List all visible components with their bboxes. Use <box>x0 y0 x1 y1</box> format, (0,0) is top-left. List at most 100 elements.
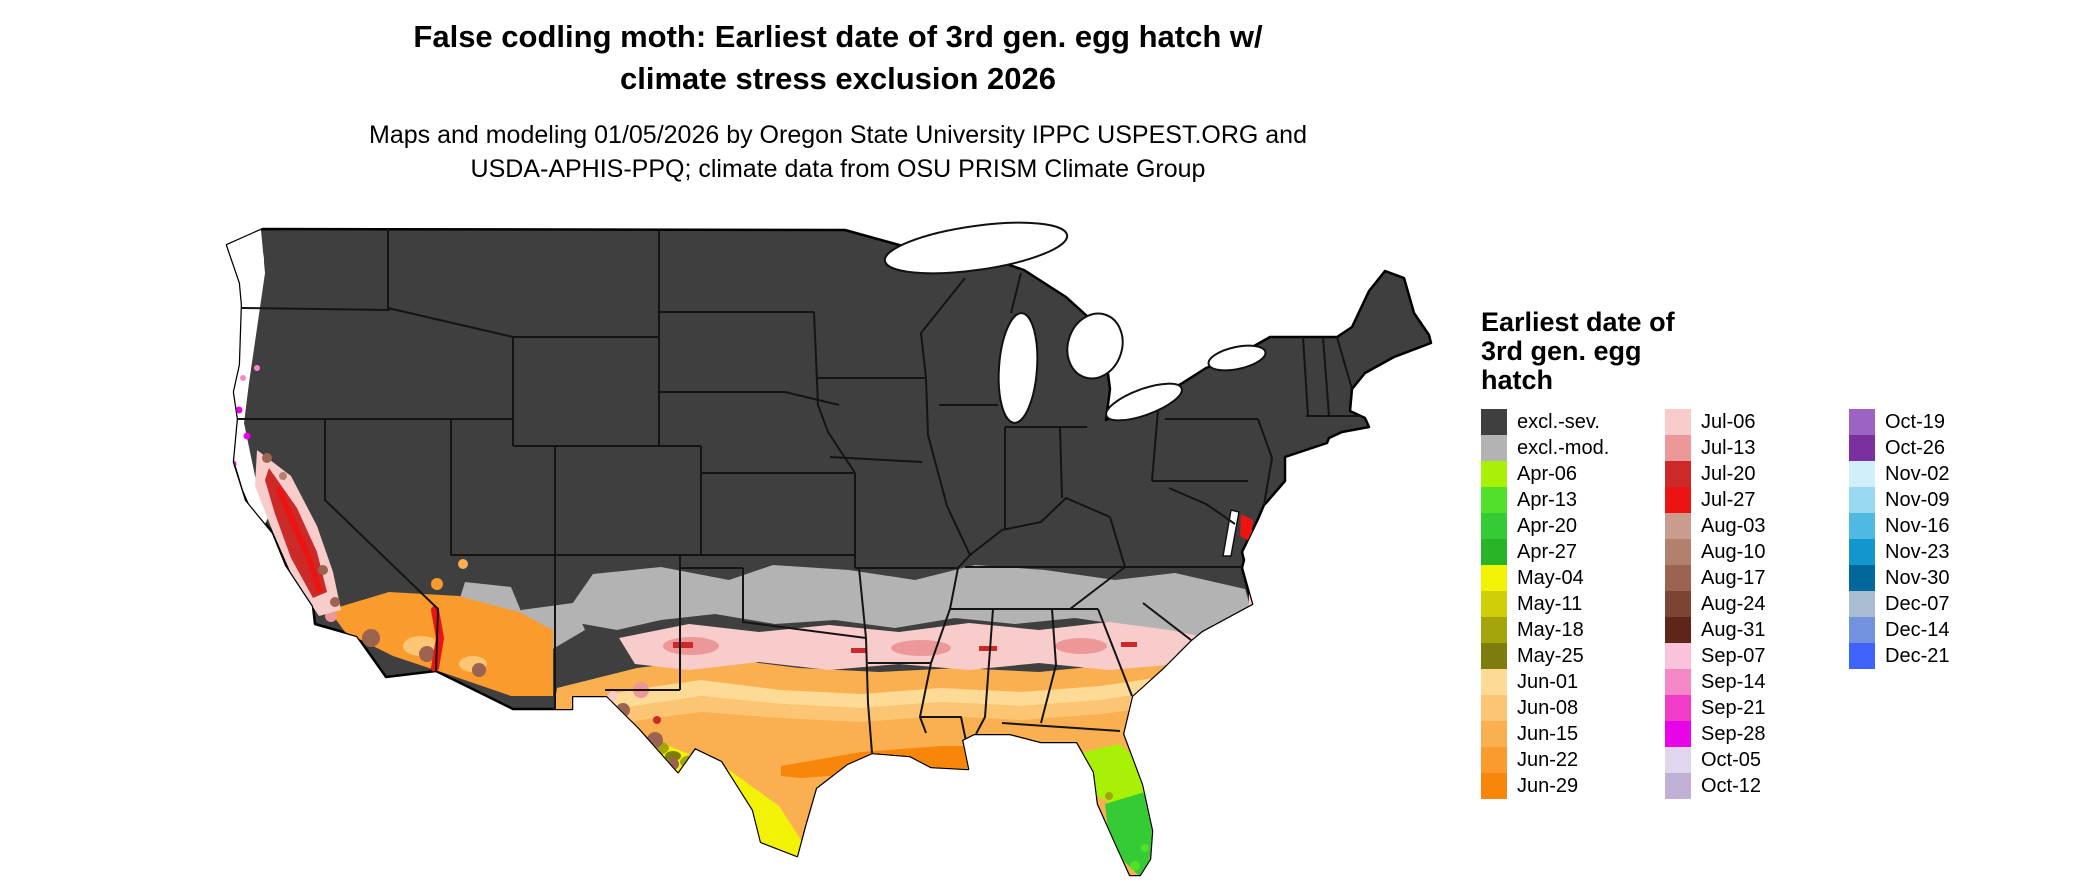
legend-swatch <box>1849 461 1875 487</box>
legend-entry: Oct-26 <box>1849 435 2033 461</box>
legend-label: Jun-08 <box>1517 696 1579 719</box>
legend-entry: Jun-08 <box>1481 695 1665 721</box>
legend-label: Jun-01 <box>1517 670 1579 693</box>
legend-entry: Apr-20 <box>1481 513 1665 539</box>
legend-swatch <box>1849 409 1875 435</box>
page-subtitle: Maps and modeling 01/05/2026 by Oregon S… <box>0 118 1676 186</box>
legend-label: Nov-02 <box>1885 462 1950 485</box>
legend-entry: Nov-09 <box>1849 487 2033 513</box>
legend-label: Apr-20 <box>1517 514 1578 537</box>
legend-swatch <box>1481 695 1507 721</box>
legend-label: Apr-27 <box>1517 540 1578 563</box>
legend-entry: Aug-31 <box>1665 617 1849 643</box>
legend-label: Sep-28 <box>1701 722 1766 745</box>
legend-label: Apr-06 <box>1517 462 1578 485</box>
lake-michigan <box>997 312 1039 424</box>
legend-entry: Oct-12 <box>1665 773 1849 799</box>
legend-label: Jul-06 <box>1701 410 1756 433</box>
legend-swatch <box>1665 487 1691 513</box>
legend-swatch <box>1481 721 1507 747</box>
legend-label: excl.-mod. <box>1517 436 1610 459</box>
legend-swatch <box>1849 513 1875 539</box>
legend-label: Oct-12 <box>1701 774 1762 797</box>
puget-sound-nodata <box>238 243 264 277</box>
legend-column: excl.-sev. excl.-mod. Apr-06 Apr-13 Apr-20 Ap… <box>1481 409 1665 799</box>
legend-label: Nov-16 <box>1885 514 1950 537</box>
title-line-1: False codling moth: Earliest date of 3rd… <box>413 19 1263 54</box>
legend-label: Aug-24 <box>1701 592 1766 615</box>
legend-entry: Dec-07 <box>1849 591 2033 617</box>
legend-label: Aug-31 <box>1701 618 1766 641</box>
page-title: False codling moth: Earliest date of 3rd… <box>0 16 1676 100</box>
legend-label: Aug-03 <box>1701 514 1766 537</box>
legend-swatch <box>1665 669 1691 695</box>
legend-entry: Nov-23 <box>1849 539 2033 565</box>
legend-entry: May-25 <box>1481 643 1665 669</box>
legend-label: Oct-19 <box>1885 410 1946 433</box>
legend-swatch <box>1481 747 1507 773</box>
legend: Earliest date of 3rd gen. egg hatch excl… <box>1481 308 2081 799</box>
legend-label: May-25 <box>1517 644 1584 667</box>
legend-swatch <box>1481 669 1507 695</box>
legend-entry: Sep-21 <box>1665 695 1849 721</box>
legend-entry: Aug-03 <box>1665 513 1849 539</box>
legend-swatch <box>1665 695 1691 721</box>
legend-label: Dec-14 <box>1885 618 1950 641</box>
legend-label: Jun-29 <box>1517 774 1579 797</box>
apr-20-region <box>1105 792 1153 875</box>
legend-swatch <box>1665 617 1691 643</box>
legend-column: Oct-19 Oct-26 Nov-02 Nov-09 Nov-16 Nov-23 Nov-… <box>1849 409 2033 669</box>
legend-entry: Aug-17 <box>1665 565 1849 591</box>
landmass-excluded-severe <box>225 227 1433 877</box>
legend-label: Jul-27 <box>1701 488 1756 511</box>
legend-swatch <box>1481 435 1507 461</box>
legend-label: Sep-14 <box>1701 670 1766 693</box>
legend-entry: Jun-22 <box>1481 747 1665 773</box>
legend-label: Nov-23 <box>1885 540 1950 563</box>
legend-swatch <box>1849 565 1875 591</box>
title-line-2: climate stress exclusion 2026 <box>620 61 1056 96</box>
legend-swatch <box>1665 643 1691 669</box>
legend-label: excl.-sev. <box>1517 410 1600 433</box>
florida-april-zone <box>1075 744 1153 875</box>
legend-entry: Oct-19 <box>1849 409 2033 435</box>
legend-entry: Jul-06 <box>1665 409 1849 435</box>
jun-01-region <box>571 664 1283 718</box>
legend-swatch <box>1481 513 1507 539</box>
legend-title: Earliest date of 3rd gen. egg hatch <box>1481 307 1675 395</box>
legend-swatch <box>1665 461 1691 487</box>
legend-label: Oct-05 <box>1701 748 1762 771</box>
legend-entry: Dec-14 <box>1849 617 2033 643</box>
lake-erie <box>1105 382 1183 422</box>
legend-column: Jul-06 Jul-13 Jul-20 Jul-27 Aug-03 Aug-10 Aug-… <box>1665 409 1849 799</box>
legend-swatch <box>1665 565 1691 591</box>
legend-swatch <box>1849 617 1875 643</box>
lake-huron <box>1066 312 1124 380</box>
legend-swatch <box>1849 487 1875 513</box>
jun-15-region <box>521 644 1283 875</box>
legend-swatch <box>1849 539 1875 565</box>
legend-entry: Oct-05 <box>1665 747 1849 773</box>
legend-swatch <box>1849 591 1875 617</box>
legend-entry: Aug-24 <box>1665 591 1849 617</box>
legend-label: Jul-20 <box>1701 462 1756 485</box>
legend-swatch <box>1481 773 1507 799</box>
lake-superior <box>883 221 1069 275</box>
legend-entry: Jul-13 <box>1665 435 1849 461</box>
legend-label: Aug-17 <box>1701 566 1766 589</box>
legend-label: May-18 <box>1517 618 1584 641</box>
legend-swatch <box>1665 539 1691 565</box>
legend-swatch <box>1665 773 1691 799</box>
legend-entry: Aug-10 <box>1665 539 1849 565</box>
legend-label: Apr-13 <box>1517 488 1578 511</box>
central-valley-zone <box>255 450 341 616</box>
legend-entry: Sep-07 <box>1665 643 1849 669</box>
legend-swatch <box>1481 591 1507 617</box>
legend-entry: Jun-15 <box>1481 721 1665 747</box>
legend-swatch <box>1481 487 1507 513</box>
legend-label: Jun-22 <box>1517 748 1579 771</box>
legend-entry: Nov-16 <box>1849 513 2033 539</box>
legend-entry: Nov-30 <box>1849 565 2033 591</box>
legend-swatch <box>1665 747 1691 773</box>
